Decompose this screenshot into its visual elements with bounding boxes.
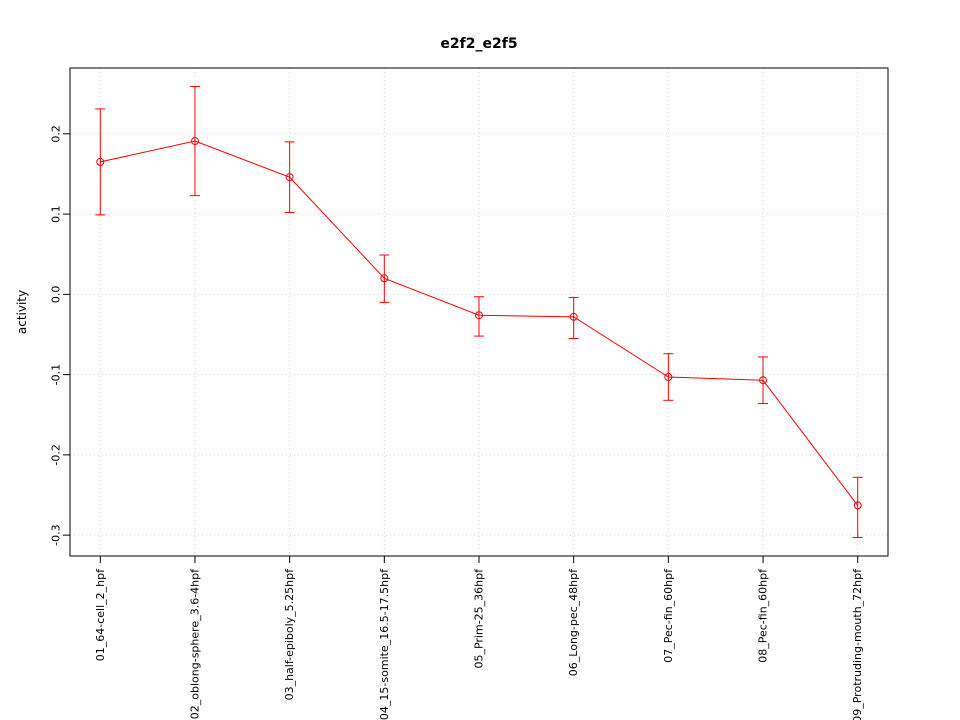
x-axis: 01_64-cell_2_hpf 02_oblong-sphere_3.6-4hp… bbox=[94, 556, 864, 720]
x-tick-label: 01_64-cell_2_hpf bbox=[94, 568, 107, 661]
data-point bbox=[380, 274, 389, 283]
y-tick-label: 0.1 bbox=[50, 205, 63, 223]
data-point bbox=[853, 501, 862, 510]
data-point bbox=[569, 312, 578, 321]
x-tick-label: 05_Prim-25_36hpf bbox=[473, 568, 486, 669]
data-point bbox=[664, 373, 673, 382]
data-point bbox=[475, 311, 483, 320]
x-tick-label: 08_Pec-fin_60hpf bbox=[757, 568, 770, 663]
x-tick-label: 09_Protruding-mouth_72hpf bbox=[851, 568, 864, 720]
data-series bbox=[95, 85, 863, 539]
x-tick-label: 04_15-somite_16.5-17.5hpf bbox=[378, 568, 391, 720]
series-line bbox=[100, 140, 859, 506]
y-tick-label: 0.0 bbox=[50, 286, 63, 304]
data-point bbox=[190, 137, 199, 146]
y-axis: -0.3 -0.2 -0.1 0.0 0.1 0.2 bbox=[50, 125, 70, 546]
chart-title: e2f2_e2f5 bbox=[440, 36, 517, 52]
y-tick-label: -0.1 bbox=[50, 364, 63, 385]
x-tick-label: 07_Pec-fin_60hpf bbox=[662, 568, 675, 663]
y-tick-label: -0.3 bbox=[50, 524, 63, 545]
data-point bbox=[285, 173, 294, 182]
y-tick-label: -0.2 bbox=[50, 444, 63, 465]
x-tick-label: 02_oblong-sphere_3.6-4hpf bbox=[188, 568, 201, 719]
y-tick-label: 0.2 bbox=[50, 125, 63, 143]
y-axis-label: activity bbox=[15, 290, 29, 334]
x-tick-label: 06_Long-pec_48hpf bbox=[567, 568, 580, 676]
data-point bbox=[96, 157, 105, 166]
x-tick-label: 03_half-epiboly_5.25hpf bbox=[283, 568, 296, 701]
data-point bbox=[759, 376, 768, 385]
